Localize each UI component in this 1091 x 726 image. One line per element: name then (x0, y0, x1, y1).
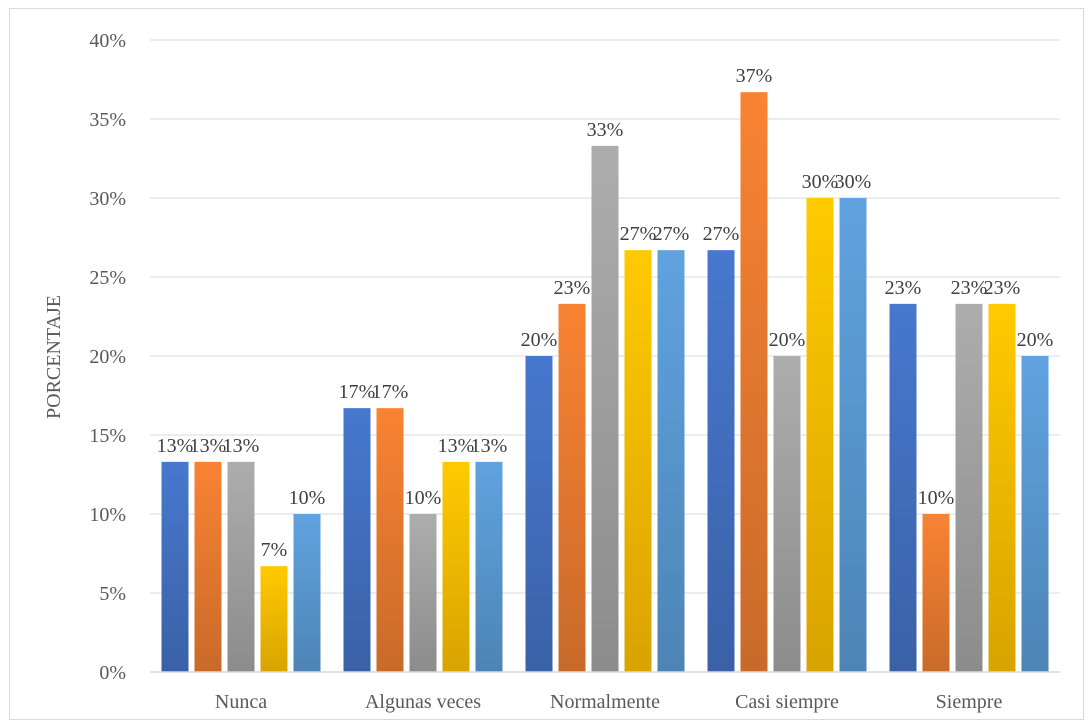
y-axis-ticks: 0% 5% 10% 15% 20% 25% 30% 35% 40% (89, 30, 126, 684)
y-tick-label: 30% (89, 188, 126, 210)
bar (161, 461, 189, 672)
bar (839, 198, 867, 672)
data-label: 27% (653, 223, 690, 245)
bar (624, 250, 652, 672)
bar (376, 408, 404, 672)
bars (161, 92, 1049, 673)
bar (194, 461, 222, 672)
data-label: 13% (471, 435, 508, 457)
bar (773, 356, 801, 672)
bar (260, 566, 288, 672)
bar (475, 461, 503, 672)
data-label: 13% (157, 435, 194, 457)
bar (740, 92, 768, 672)
bar (1021, 356, 1049, 672)
data-labels: 13%13%13%7%10%17%17%10%13%13%20%23%33%27… (157, 65, 1054, 561)
x-tick-label: Normalmente (550, 691, 660, 713)
bar (525, 356, 553, 672)
data-label: 23% (951, 277, 988, 299)
bar (806, 198, 834, 672)
bar (409, 514, 437, 672)
data-label: 13% (190, 435, 227, 457)
bar (889, 303, 917, 672)
data-label: 30% (835, 171, 872, 193)
data-label: 27% (703, 223, 740, 245)
bar (343, 408, 371, 672)
bar (988, 303, 1016, 672)
data-label: 17% (372, 381, 409, 403)
data-label: 23% (554, 277, 591, 299)
bar (707, 250, 735, 672)
data-label: 13% (223, 435, 260, 457)
bar (591, 145, 619, 673)
bar (922, 514, 950, 672)
bar (955, 303, 983, 672)
y-tick-label: 35% (89, 109, 126, 131)
data-label: 10% (918, 487, 955, 509)
bar (293, 514, 321, 672)
data-label: 10% (405, 487, 442, 509)
data-label: 7% (261, 539, 288, 561)
y-tick-label: 10% (89, 504, 126, 526)
y-tick-label: 25% (89, 267, 126, 289)
y-tick-label: 40% (89, 30, 126, 52)
y-tick-label: 0% (99, 662, 126, 684)
y-tick-label: 20% (89, 346, 126, 368)
data-label: 23% (885, 277, 922, 299)
data-label: 33% (587, 119, 624, 141)
data-label: 17% (339, 381, 376, 403)
data-label: 27% (620, 223, 657, 245)
bar (227, 461, 255, 672)
bar (558, 303, 586, 672)
data-label: 13% (438, 435, 475, 457)
bar (442, 461, 470, 672)
y-axis-label: PORCENTAJE (43, 295, 65, 419)
x-tick-label: Nunca (215, 691, 267, 713)
x-tick-label: Siempre (936, 691, 1003, 713)
y-tick-label: 5% (99, 583, 126, 605)
data-label: 20% (521, 329, 558, 351)
y-tick-label: 15% (89, 425, 126, 447)
x-axis-categories: Nunca Algunas veces Normalmente Casi siempr… (215, 691, 1003, 713)
data-label: 37% (736, 65, 773, 87)
x-tick-label: Algunas veces (365, 691, 481, 713)
x-tick-label: Casi siempre (735, 691, 839, 713)
data-label: 20% (1017, 329, 1054, 351)
data-label: 30% (802, 171, 839, 193)
data-label: 10% (289, 487, 326, 509)
data-label: 23% (984, 277, 1021, 299)
data-label: 20% (769, 329, 806, 351)
bar (657, 250, 685, 672)
